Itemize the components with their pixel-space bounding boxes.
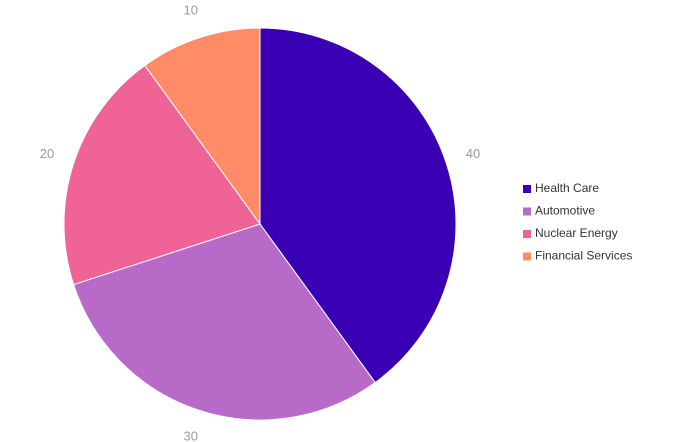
legend-item-financial-services[interactable]: Financial Services bbox=[523, 249, 632, 263]
legend-label-nuclear-energy: Nuclear Energy bbox=[535, 226, 618, 240]
data-label-health-care: 40 bbox=[466, 146, 480, 161]
legend-item-automotive[interactable]: Automotive bbox=[523, 204, 595, 218]
pie-slices bbox=[63, 27, 457, 421]
data-label-financial-services: 10 bbox=[184, 2, 198, 17]
data-label-automotive: 30 bbox=[184, 428, 198, 442]
pie-slice-automotive[interactable] bbox=[72, 223, 376, 421]
legend-swatch-health-care bbox=[523, 185, 531, 193]
legend-label-financial-services: Financial Services bbox=[535, 249, 632, 263]
legend-item-health-care[interactable]: Health Care bbox=[523, 181, 599, 195]
pie-data-labels: 40 30 20 10 bbox=[40, 2, 481, 442]
chart-legend: Health Care Automotive Nuclear Energy Finan… bbox=[523, 181, 632, 263]
legend-swatch-nuclear-energy bbox=[523, 230, 531, 238]
data-label-nuclear-energy: 20 bbox=[40, 146, 54, 161]
legend-label-health-care: Health Care bbox=[535, 181, 599, 195]
legend-item-nuclear-energy[interactable]: Nuclear Energy bbox=[523, 226, 618, 240]
legend-swatch-automotive bbox=[523, 207, 531, 216]
pie-slice-nuclear-energy[interactable] bbox=[63, 64, 261, 286]
pie-slice-financial-services[interactable] bbox=[144, 27, 261, 226]
legend-label-automotive: Automotive bbox=[535, 204, 595, 218]
legend-swatch-financial-services bbox=[523, 252, 531, 261]
pie-slice-health-care[interactable] bbox=[259, 27, 457, 384]
